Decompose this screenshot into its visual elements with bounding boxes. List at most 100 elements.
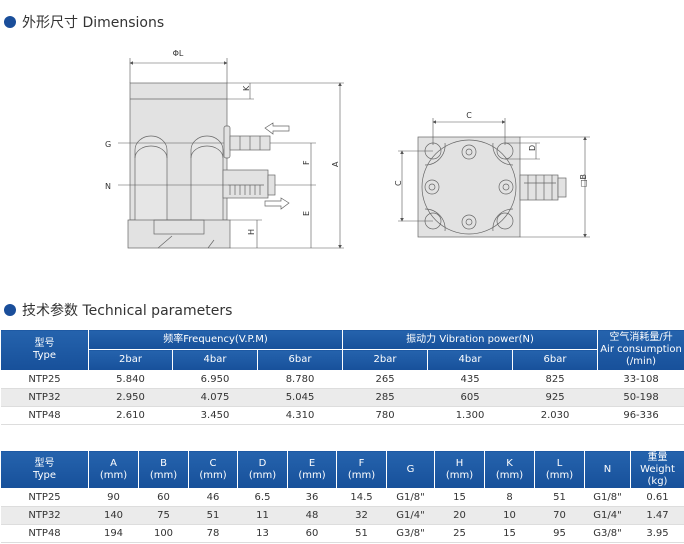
table-row: NTP25 5.840 6.950 8.780 265 435 825 33-108	[0, 370, 684, 389]
section-dimensions: 外形尺寸 Dimensions	[4, 12, 164, 32]
value-cell: 60	[287, 524, 337, 543]
side-dimensions	[118, 58, 344, 249]
value-cell: 46	[188, 488, 238, 507]
label-k: K	[242, 85, 251, 91]
model-cell: NTP48	[0, 524, 89, 543]
value-cell: 5.840	[88, 370, 173, 389]
label-d: D	[528, 145, 537, 151]
type-header: 型号 Type	[0, 329, 89, 371]
value-cell: 20	[434, 506, 485, 525]
value-cell: 25	[434, 524, 485, 543]
pressure-header: 4bar	[427, 349, 514, 371]
value-cell: G1/4"	[386, 506, 435, 525]
value-cell: 33-108	[597, 370, 684, 389]
value-cell: 8.780	[257, 370, 343, 389]
label-g: G	[105, 140, 111, 149]
label-e: E	[302, 211, 311, 216]
value-cell: 100	[138, 524, 189, 543]
value-cell: 48	[287, 506, 337, 525]
value-cell: 3.450	[172, 406, 258, 425]
value-cell: 70	[534, 506, 585, 525]
value-cell: 825	[512, 370, 598, 389]
value-cell: 13	[237, 524, 288, 543]
label-n: N	[105, 182, 111, 191]
value-cell: G1/4"	[584, 506, 631, 525]
column-header: F (mm)	[336, 450, 387, 489]
frequency-power-table: 型号 Type 频率Frequency(V.P.M) 振动力 Vibration …	[0, 329, 684, 425]
power-header: 振动力 Vibration power(N)	[342, 329, 599, 350]
value-cell: 6.950	[172, 370, 258, 389]
label-h: H	[247, 229, 256, 235]
table-row: NTP48 2.610 3.450 4.310 780 1.300 2.030 96-336	[0, 406, 684, 425]
label-b: □B	[579, 174, 588, 187]
value-cell: 2.950	[88, 388, 173, 407]
model-cell: NTP48	[0, 406, 89, 425]
value-cell: 925	[512, 388, 598, 407]
value-cell: 96-336	[597, 406, 684, 425]
top-dimensions	[398, 118, 590, 238]
value-cell: G1/8"	[584, 488, 631, 507]
value-cell: 1.300	[427, 406, 513, 425]
air-header: 空气消耗量/升 Air consumption (/min)	[597, 329, 684, 371]
section-title: 外形尺寸 Dimensions	[22, 15, 165, 31]
column-header: 重量 Weight (kg)	[630, 450, 684, 489]
column-header: K (mm)	[484, 450, 535, 489]
value-cell: 780	[342, 406, 428, 425]
pressure-header: 6bar	[512, 349, 599, 371]
label-c-top: C	[466, 111, 472, 120]
value-cell: 78	[188, 524, 238, 543]
section-title: 技术参数 Technical parameters	[22, 303, 233, 319]
model-cell: NTP25	[0, 488, 89, 507]
value-cell: 435	[427, 370, 513, 389]
value-cell: 285	[342, 388, 428, 407]
table-row: NTP32 2.950 4.075 5.045 285 605 925 50-198	[0, 388, 684, 407]
value-cell: 36	[287, 488, 337, 507]
column-header: A (mm)	[88, 450, 139, 489]
dimension-drawing: ΦL K G N F E H A C C D □B	[105, 49, 590, 249]
label-f: F	[302, 160, 311, 165]
value-cell: 15	[484, 524, 535, 543]
value-cell: 194	[88, 524, 139, 543]
value-cell: 4.075	[172, 388, 258, 407]
pressure-header: 6bar	[256, 349, 344, 371]
pressure-header: 2bar	[88, 349, 173, 371]
value-cell: G3/8"	[584, 524, 631, 543]
top-view	[417, 136, 567, 238]
value-cell: 51	[188, 506, 238, 525]
value-cell: 2.030	[512, 406, 598, 425]
value-cell: 15	[434, 488, 485, 507]
frequency-header: 频率Frequency(V.P.M)	[87, 329, 344, 350]
value-cell: 32	[336, 506, 387, 525]
column-header: G	[386, 450, 435, 489]
column-header: D (mm)	[237, 450, 288, 489]
value-cell: 5.045	[257, 388, 343, 407]
value-cell: 2.610	[88, 406, 173, 425]
value-cell: 1.47	[630, 506, 684, 525]
label-phil: ΦL	[173, 49, 184, 58]
pressure-header: 4bar	[172, 349, 258, 371]
value-cell: 51	[534, 488, 585, 507]
value-cell: 6.5	[237, 488, 288, 507]
value-cell: 3.95	[630, 524, 684, 543]
value-cell: 4.310	[257, 406, 343, 425]
bullet-icon	[4, 304, 16, 316]
value-cell: 265	[342, 370, 428, 389]
value-cell: 50-198	[597, 388, 684, 407]
value-cell: 90	[88, 488, 139, 507]
column-header: L (mm)	[534, 450, 585, 489]
value-cell: G1/8"	[386, 488, 435, 507]
label-c-left: C	[394, 180, 403, 186]
value-cell: 95	[534, 524, 585, 543]
pressure-header: 2bar	[342, 349, 429, 371]
value-cell: 0.61	[630, 488, 684, 507]
label-a: A	[331, 161, 340, 167]
value-cell: G3/8"	[386, 524, 435, 543]
value-cell: 605	[427, 388, 513, 407]
dimensions-table: 型号 Type A (mm) B (mm) C (mm) D (mm) E (mm) F (mm) G H (m…	[0, 450, 684, 543]
column-header: C (mm)	[188, 450, 238, 489]
value-cell: 140	[88, 506, 139, 525]
value-cell: 8	[484, 488, 535, 507]
table-row: NTP25 90 60 46 6.5 36 14.5 G1/8" 15 8 51 G1/8" 0.61	[0, 488, 684, 507]
value-cell: 11	[237, 506, 288, 525]
bullet-icon	[4, 16, 16, 28]
